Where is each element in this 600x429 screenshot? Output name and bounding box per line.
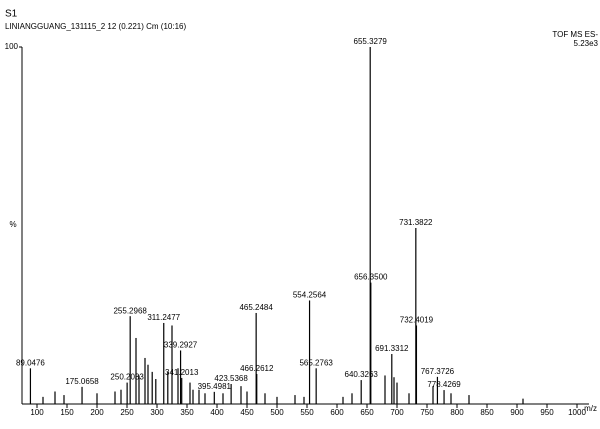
y-axis-label: % <box>9 220 16 229</box>
x-tick-label: 700 <box>390 408 404 417</box>
chart-subtitle: LINIANGGUANG_131115_2 12 (0.221) Cm (10:… <box>5 22 186 31</box>
peak-label: 89.0476 <box>16 358 45 367</box>
peak-label: 341.2013 <box>165 368 199 377</box>
x-tick-label: 600 <box>330 408 344 417</box>
peak-label: 655.3279 <box>354 37 388 46</box>
peak-label: 175.0658 <box>65 377 99 386</box>
peak-label: 423.5368 <box>214 374 248 383</box>
x-tick-label: 350 <box>180 408 194 417</box>
peak-label: 255.2968 <box>113 306 147 315</box>
x-tick-label: 950 <box>540 408 554 417</box>
x-tick-label: 250 <box>120 408 134 417</box>
x-tick-label: 800 <box>450 408 464 417</box>
peak-label: 691.3312 <box>375 344 409 353</box>
x-tick-label: 900 <box>510 408 524 417</box>
peak-label: 640.3263 <box>345 370 379 379</box>
peak-label: 732.4019 <box>400 316 434 325</box>
peak-label: 250.2033 <box>110 373 144 382</box>
x-axis-label: m/z <box>584 404 597 413</box>
x-tick-label: 300 <box>150 408 164 417</box>
x-tick-label: 750 <box>420 408 434 417</box>
peak-label: 656.3500 <box>354 273 388 282</box>
x-tick-label: 400 <box>210 408 224 417</box>
peak-label: 731.3822 <box>399 218 433 227</box>
peak-label: 778.4269 <box>427 380 461 389</box>
peak-label: 339.2927 <box>164 341 198 350</box>
chart-title: S1 <box>5 9 18 20</box>
peak-label: 554.2564 <box>293 291 327 300</box>
peak-label: 767.3726 <box>421 367 455 376</box>
x-tick-label: 550 <box>300 408 314 417</box>
x-tick-label: 850 <box>480 408 494 417</box>
x-tick-label: 200 <box>90 408 104 417</box>
peak-label: 395.4981 <box>198 382 232 391</box>
x-tick-label: 650 <box>360 408 374 417</box>
x-tick-label: 500 <box>270 408 284 417</box>
peak-label: 565.2763 <box>299 358 333 367</box>
x-tick-label: 100 <box>30 408 44 417</box>
peak-label: 465.2484 <box>239 303 273 312</box>
x-tick-label: 1000 <box>568 408 586 417</box>
x-tick-label: 450 <box>240 408 254 417</box>
intensity-label: 5.23e3 <box>574 39 599 48</box>
peak-label: 466.2612 <box>240 364 274 373</box>
y-tick-label: 100 <box>5 42 19 51</box>
x-tick-label: 150 <box>60 408 74 417</box>
peak-label: 311.2477 <box>147 313 180 322</box>
instrument-label: TOF MS ES- <box>552 30 598 39</box>
